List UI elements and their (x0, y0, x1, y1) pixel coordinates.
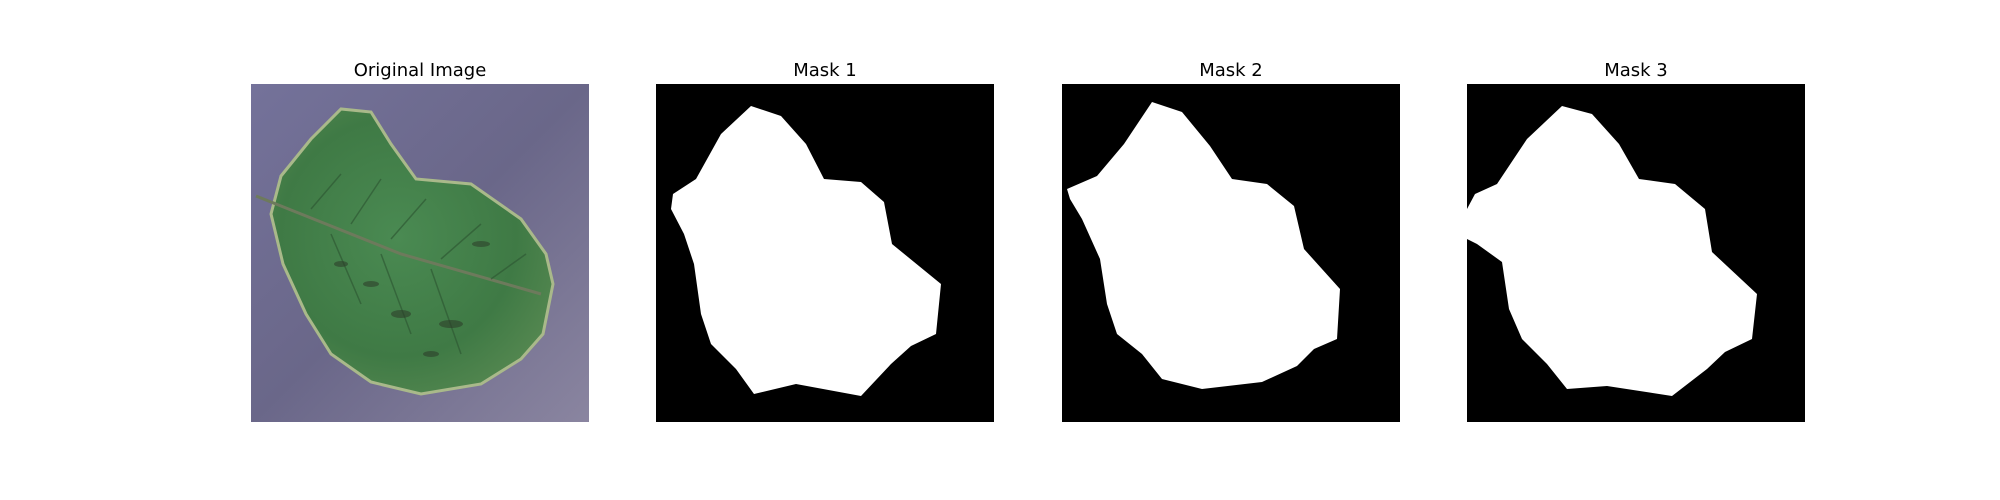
mask-1-image (656, 84, 994, 422)
original-image-panel: Original Image (251, 58, 589, 422)
panel-title: Original Image (353, 60, 487, 81)
mask-3-image (1467, 84, 1805, 422)
panel-title: Mask 3 (1604, 60, 1668, 81)
mask-2-panel: Mask 2 (1062, 58, 1400, 422)
panel-title: Mask 1 (793, 60, 857, 81)
mask-2-image (1062, 84, 1400, 422)
mask-1-panel: Mask 1 (656, 58, 994, 422)
mask-3-panel: Mask 3 (1467, 58, 1805, 422)
leaf-photo (251, 84, 589, 422)
panel-title: Mask 2 (1199, 60, 1263, 81)
